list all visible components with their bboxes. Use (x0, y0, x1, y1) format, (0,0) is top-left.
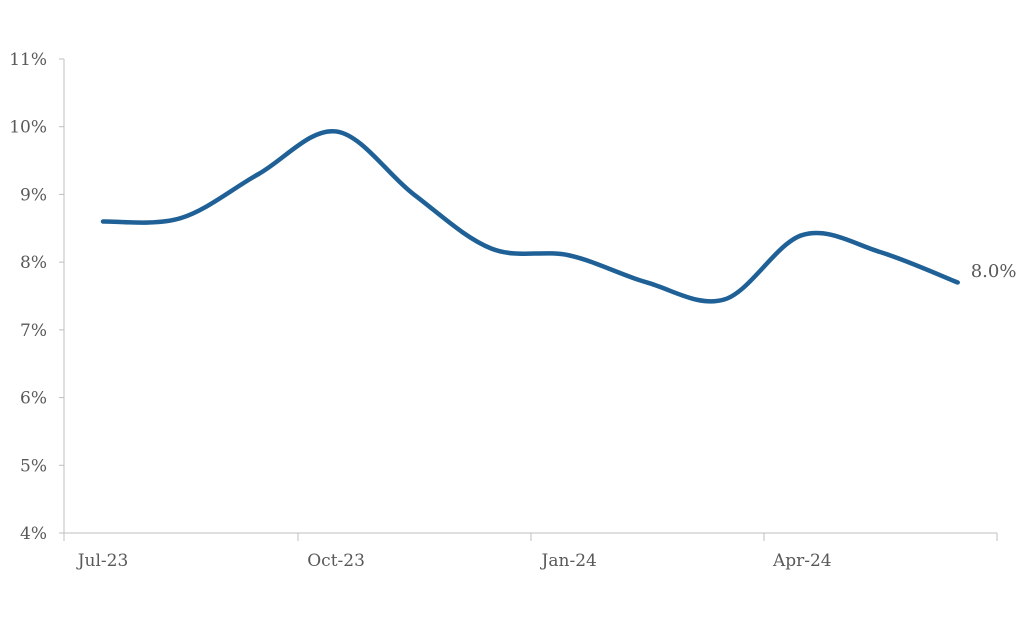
x-tick-label: Oct-23 (307, 551, 365, 571)
y-tick-label: 5% (20, 456, 47, 476)
y-tick-label: 7% (20, 321, 47, 341)
y-tick-label: 9% (20, 185, 47, 205)
end-value-label: 8.0% (971, 261, 1017, 282)
series-layer (100, 129, 960, 304)
y-tick-label: 10% (9, 118, 47, 138)
axes (59, 58, 998, 541)
y-tick-label: 8% (20, 253, 47, 273)
x-tick-label: Apr-24 (772, 551, 832, 571)
x-tick-label: Jan-24 (540, 551, 597, 571)
y-tick-label: 6% (20, 389, 47, 409)
y-tick-label: 4% (20, 524, 47, 544)
y-tick-label: 11% (9, 50, 47, 70)
tick-labels: 4% 5% 6% 7% 8% 9% 10% 11% Jul-23 Oct-23 Jan-24 Apr-… (9, 50, 831, 571)
x-tick-label: Jul-23 (76, 551, 129, 571)
series-line (100, 129, 960, 304)
annotations: 8.0% (971, 261, 1017, 282)
